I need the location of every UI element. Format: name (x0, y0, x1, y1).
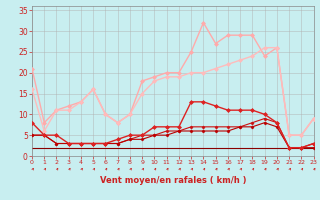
X-axis label: Vent moyen/en rafales ( km/h ): Vent moyen/en rafales ( km/h ) (100, 176, 246, 185)
